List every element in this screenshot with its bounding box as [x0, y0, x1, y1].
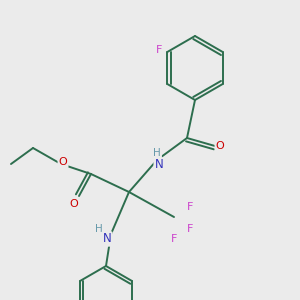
Text: N: N — [103, 232, 111, 245]
Text: F: F — [187, 202, 193, 212]
Text: N: N — [154, 158, 164, 172]
Text: H: H — [153, 148, 161, 158]
Text: O: O — [70, 199, 78, 209]
Text: O: O — [216, 141, 224, 151]
Text: F: F — [187, 224, 193, 234]
Text: H: H — [95, 224, 103, 234]
Text: O: O — [58, 157, 68, 167]
Text: F: F — [156, 45, 163, 55]
Text: F: F — [171, 234, 177, 244]
